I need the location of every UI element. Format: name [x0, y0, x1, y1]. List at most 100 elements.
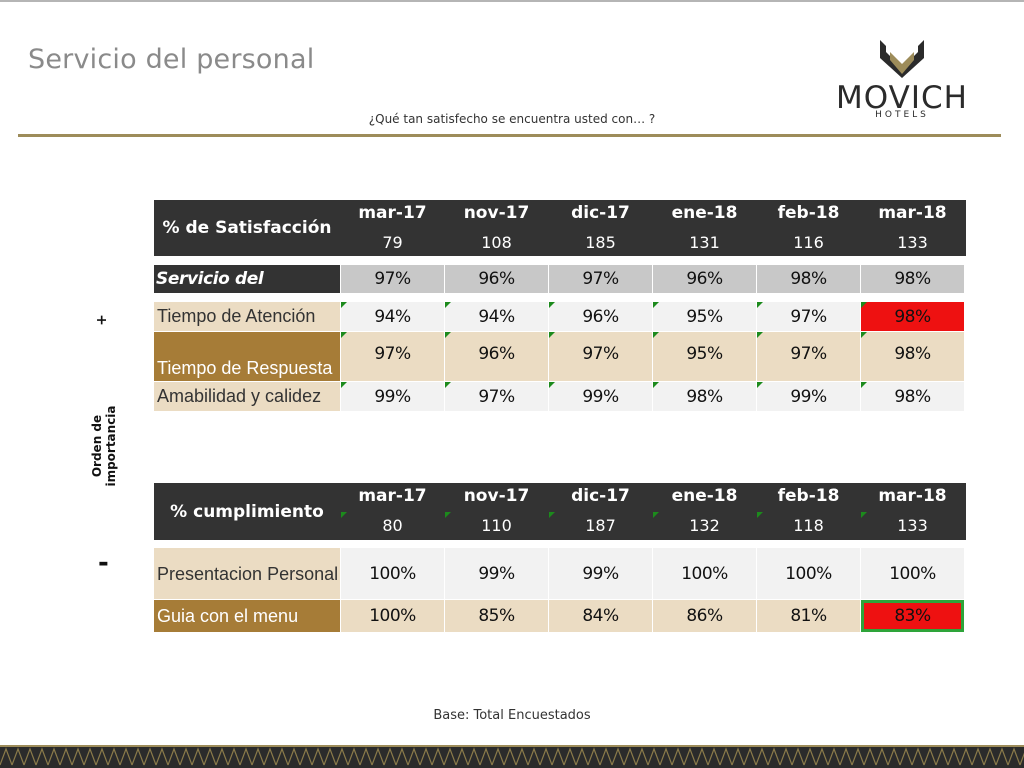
- satisfaction-month: ene-18: [671, 203, 738, 223]
- satisfaction-month: nov-17: [463, 203, 530, 223]
- compliance-sample-size: 80: [382, 516, 403, 535]
- satisfaction-cell: 98%: [861, 302, 964, 331]
- satisfaction-cell: 96%: [549, 302, 652, 331]
- compliance-sample-size: 187: [585, 516, 616, 535]
- satisfaction-cell: 97%: [757, 332, 860, 381]
- compliance-row-label: Guia con el menu: [154, 600, 340, 632]
- satisfaction-row-label: Amabilidad y calidez: [154, 382, 340, 411]
- satisfaction-cell: 97%: [549, 332, 652, 381]
- compliance-month: mar-17: [358, 486, 427, 506]
- satisfaction-cell: 99%: [757, 382, 860, 411]
- comment-marker-icon: [549, 382, 555, 388]
- compliance-cell: 100%: [861, 548, 964, 599]
- satisfaction-sample-size: 108: [481, 233, 512, 252]
- satisfaction-sample-size: 79: [382, 233, 403, 252]
- comment-marker-icon: [549, 332, 555, 338]
- comment-marker-icon: [341, 332, 347, 338]
- comment-marker-icon: [341, 512, 347, 518]
- compliance-cell: 99%: [549, 548, 652, 599]
- footer-pattern-icon: [0, 745, 1024, 768]
- compliance-sample-size: 133: [897, 516, 928, 535]
- question-subtitle: ¿Qué tan satisfecho se encuentra usted c…: [368, 112, 656, 126]
- comment-marker-icon: [653, 302, 659, 308]
- compliance-cell: 100%: [653, 548, 756, 599]
- comment-marker-icon: [549, 302, 555, 308]
- comment-marker-icon: [653, 332, 659, 338]
- compliance-cell: 100%: [341, 548, 444, 599]
- satisfaction-cell: 98%: [861, 332, 964, 381]
- comment-marker-icon: [445, 302, 451, 308]
- comment-marker-icon: [653, 512, 659, 518]
- satisfaction-sample-size: 131: [689, 233, 720, 252]
- satisfaction-sample-size: 185: [585, 233, 616, 252]
- compliance-cell: 100%: [757, 548, 860, 599]
- comment-marker-icon: [653, 382, 659, 388]
- comment-marker-icon: [445, 332, 451, 338]
- compliance-cell: 84%: [549, 600, 652, 632]
- top-border: [0, 0, 1024, 2]
- satisfaction-cell: 98%: [861, 382, 964, 411]
- satisfaction-month: mar-17: [358, 203, 427, 223]
- logo-brand: MOVICH: [836, 80, 968, 116]
- compliance-cell: 99%: [445, 548, 548, 599]
- compliance-cell: 100%: [341, 600, 444, 632]
- logo-sub: HOTELS: [875, 110, 929, 120]
- summary-cell: 96%: [653, 265, 756, 293]
- comment-marker-icon: [445, 512, 451, 518]
- comment-marker-icon: [861, 512, 867, 518]
- summary-cell: 98%: [757, 265, 860, 293]
- movich-logo-mark-icon: [880, 40, 924, 78]
- comment-marker-icon: [861, 332, 867, 338]
- compliance-header-label: % cumplimiento: [170, 501, 324, 522]
- compliance-header: [154, 483, 966, 540]
- comment-marker-icon: [757, 332, 763, 338]
- compliance-month: feb-18: [777, 486, 840, 506]
- satisfaction-cell: 96%: [445, 332, 548, 381]
- satisfaction-cell: 94%: [445, 302, 548, 331]
- axis-plus: +: [93, 314, 110, 326]
- comment-marker-icon: [757, 382, 763, 388]
- comment-marker-icon: [445, 382, 451, 388]
- summary-row-label: Servicio del Personal: [154, 265, 340, 317]
- satisfaction-header-label: % de Satisfacción: [162, 218, 332, 238]
- page-title: Servicio del personal: [28, 44, 315, 75]
- comment-marker-icon: [549, 512, 555, 518]
- axis-label: Orden de importancia: [90, 405, 118, 487]
- comment-marker-icon: [757, 512, 763, 518]
- comment-marker-icon: [341, 382, 347, 388]
- comment-marker-icon: [341, 302, 347, 308]
- compliance-month: dic-17: [571, 486, 630, 506]
- satisfaction-cell: 99%: [341, 382, 444, 411]
- satisfaction-cell: 94%: [341, 302, 444, 331]
- satisfaction-cell: 97%: [757, 302, 860, 331]
- satisfaction-cell: 98%: [653, 382, 756, 411]
- summary-cell: 97%: [341, 265, 444, 293]
- satisfaction-cell: 97%: [341, 332, 444, 381]
- satisfaction-row-label: Tiempo de Respuesta: [154, 332, 340, 381]
- compliance-cell: 86%: [653, 600, 756, 632]
- summary-cell: 97%: [549, 265, 652, 293]
- satisfaction-cell: 95%: [653, 302, 756, 331]
- base-note: Base: Total Encuestados: [433, 708, 591, 723]
- comment-marker-icon: [757, 302, 763, 308]
- satisfaction-cell: 99%: [549, 382, 652, 411]
- satisfaction-sample-size: 133: [897, 233, 928, 252]
- satisfaction-cell: 95%: [653, 332, 756, 381]
- summary-cell: 96%: [445, 265, 548, 293]
- satisfaction-month: feb-18: [777, 203, 840, 223]
- compliance-sample-size: 110: [481, 516, 512, 535]
- compliance-row-label: Presentacion Personal: [154, 548, 340, 599]
- title-divider: [18, 134, 1001, 137]
- satisfaction-sample-size: 116: [793, 233, 824, 252]
- compliance-cell: 85%: [445, 600, 548, 632]
- comment-marker-icon: [861, 302, 867, 308]
- satisfaction-month: dic-17: [571, 203, 630, 223]
- satisfaction-cell: 97%: [445, 382, 548, 411]
- satisfaction-row-label: Tiempo de Atención: [154, 302, 340, 331]
- compliance-cell: 81%: [757, 600, 860, 632]
- satisfaction-header: [154, 200, 966, 256]
- compliance-sample-size: 132: [689, 516, 720, 535]
- compliance-month: nov-17: [463, 486, 530, 506]
- compliance-cell: 83%: [861, 600, 964, 632]
- summary-cell: 98%: [861, 265, 964, 293]
